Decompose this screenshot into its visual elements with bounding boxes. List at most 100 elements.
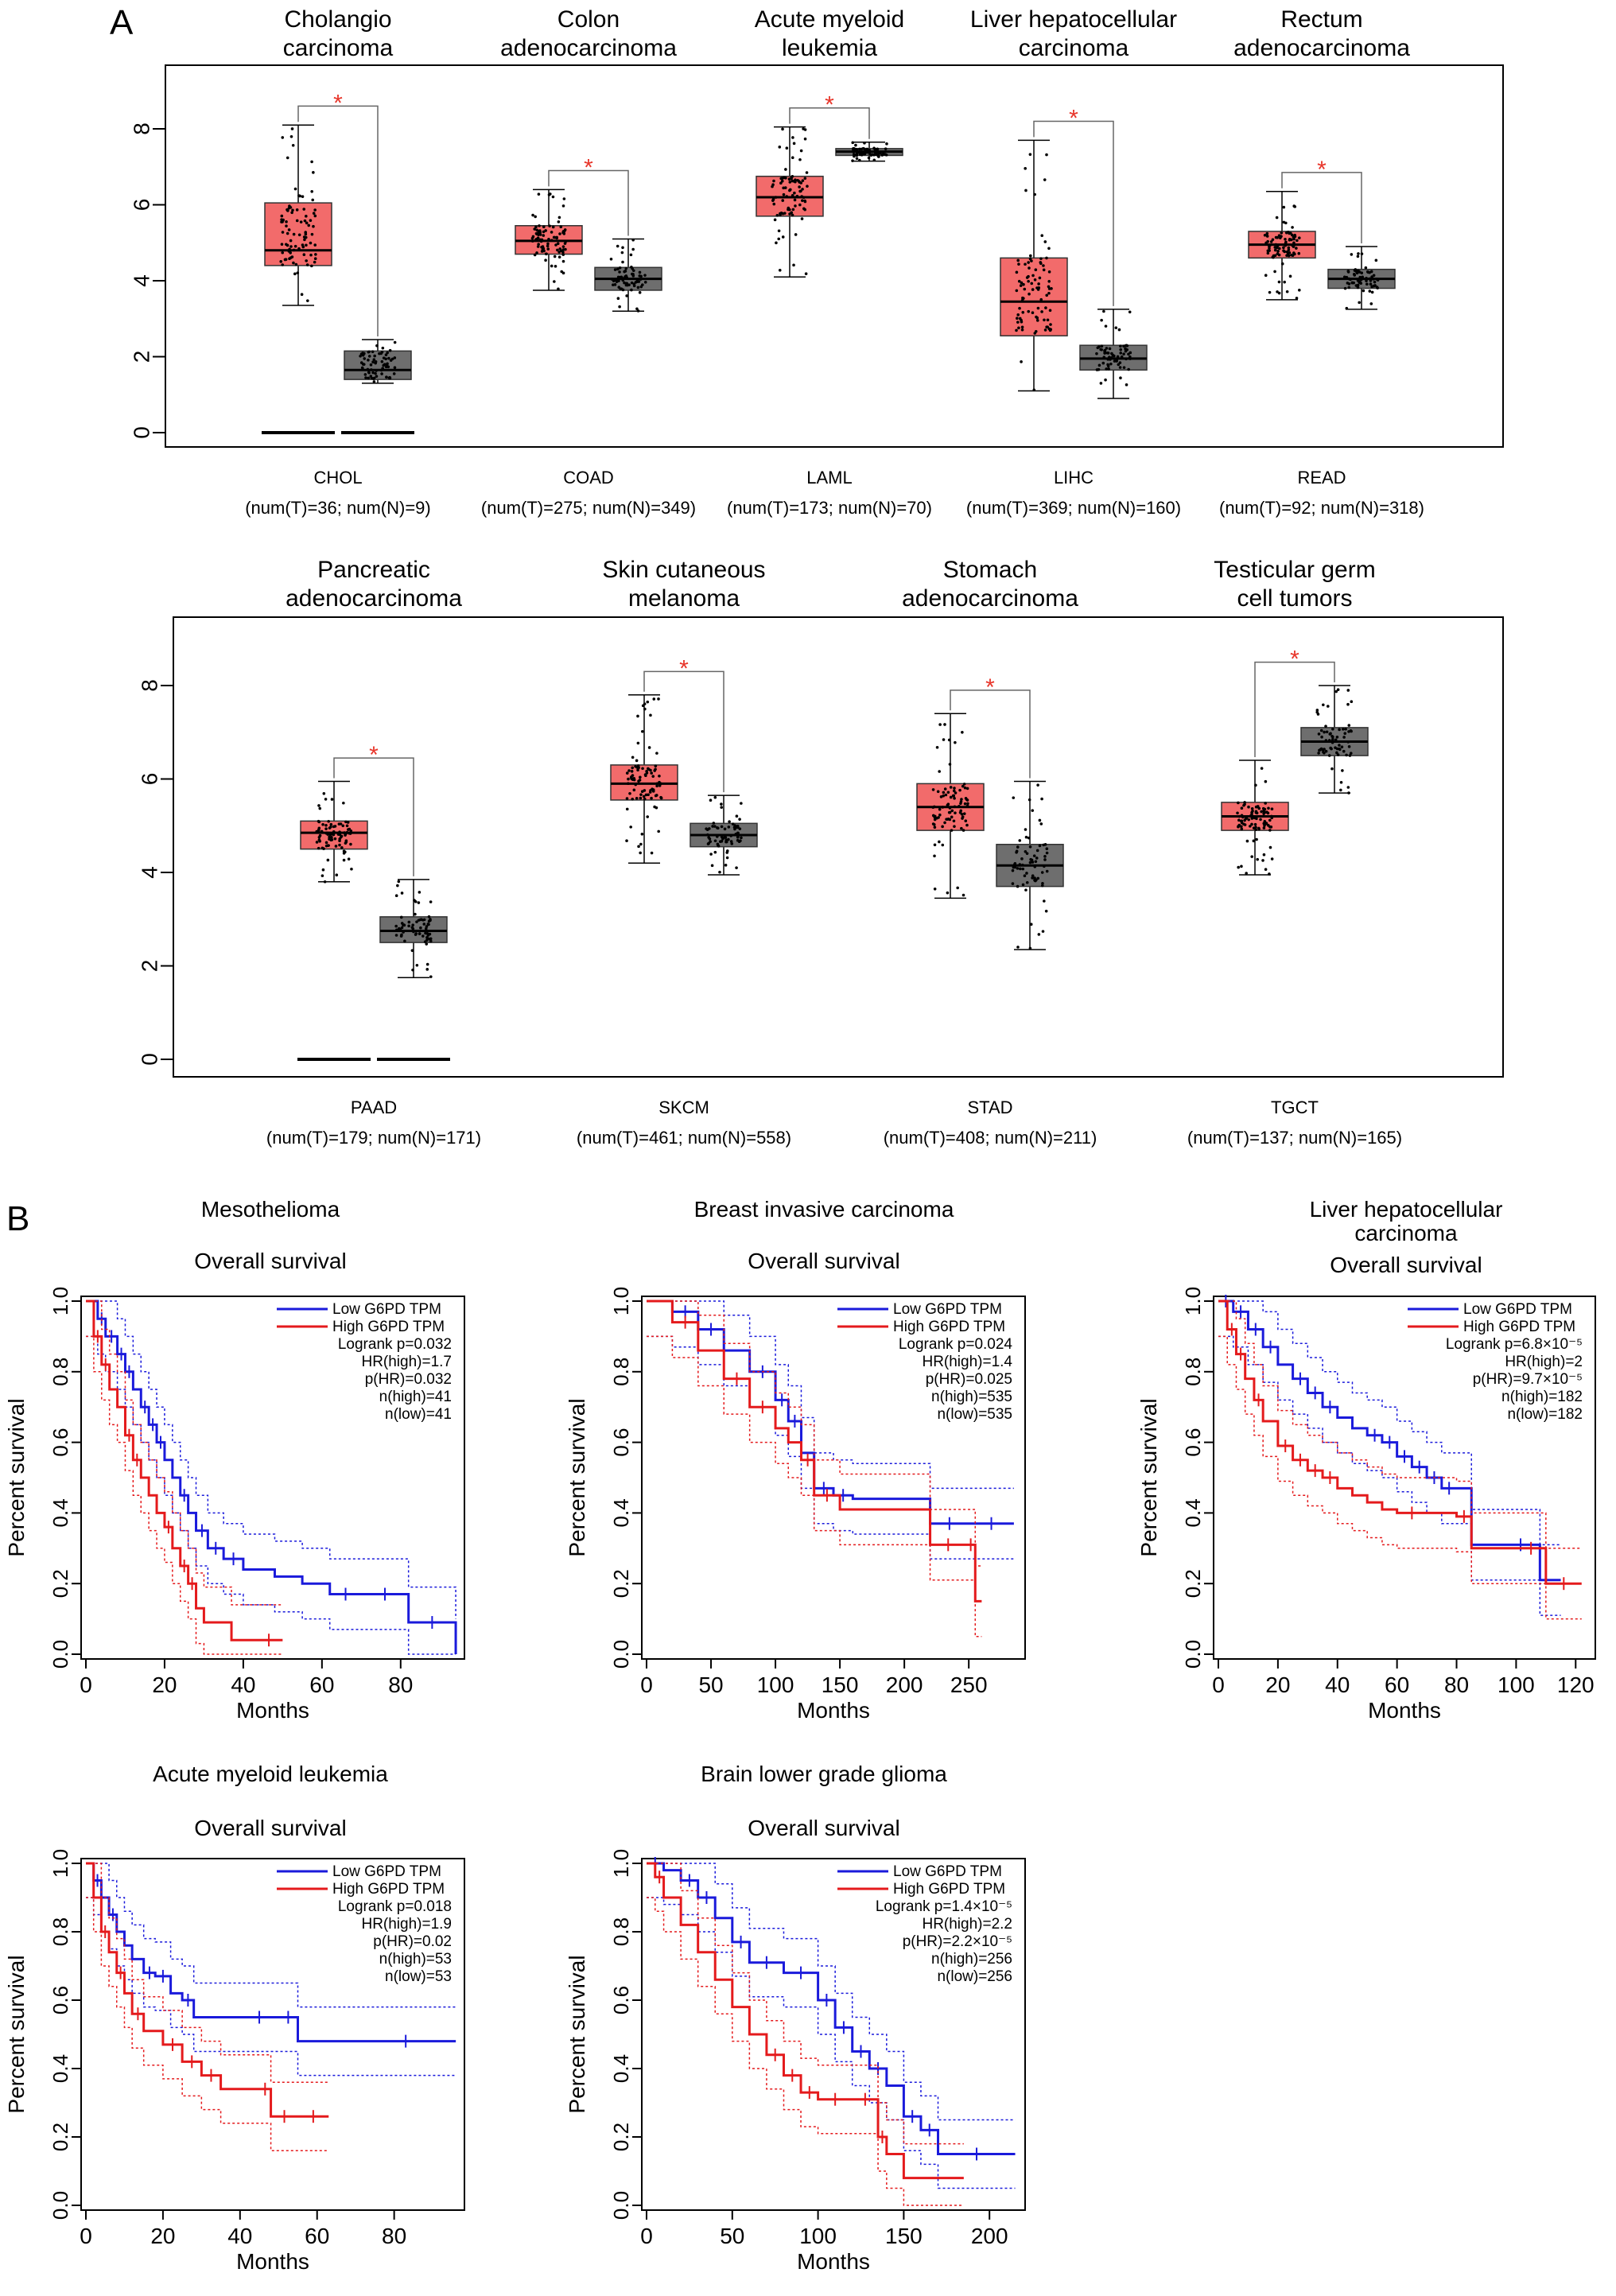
data-point [1348, 754, 1352, 757]
data-point [542, 234, 546, 237]
y-tick-label: 2 [130, 351, 154, 363]
x-axis-label: Months [1368, 1698, 1441, 1723]
data-point [950, 809, 954, 813]
data-point [865, 147, 869, 151]
low-g6pd-curve [1218, 1300, 1561, 1582]
data-point [386, 351, 389, 355]
x-tick-label: 20 [150, 2224, 175, 2248]
group-code: TGCT [1271, 1097, 1319, 1117]
data-point [1324, 725, 1327, 728]
data-point [411, 927, 415, 930]
data-point [963, 802, 967, 806]
data-point [948, 763, 952, 766]
data-point [535, 251, 538, 254]
data-point [1047, 279, 1051, 283]
data-point [1276, 252, 1280, 255]
data-point [1021, 310, 1025, 314]
data-point [310, 160, 313, 164]
data-point [1027, 279, 1030, 283]
data-point [777, 229, 781, 233]
data-point [1264, 822, 1268, 825]
data-point [953, 797, 956, 800]
data-point [636, 741, 640, 745]
y-tick-label: 0.0 [609, 1640, 633, 1669]
data-point [950, 815, 954, 819]
x-tick-label: 80 [388, 1672, 413, 1697]
data-point [1347, 724, 1351, 727]
ci-lower-line [647, 1897, 964, 2206]
data-point [618, 305, 621, 309]
data-point [347, 828, 350, 831]
tumor-points [1015, 153, 1053, 392]
ci-lower-line [86, 1335, 456, 1655]
data-point [1237, 818, 1241, 822]
data-point [1331, 737, 1334, 741]
data-point [1295, 247, 1298, 250]
data-point [1104, 378, 1107, 382]
data-point [380, 359, 384, 363]
data-point [634, 783, 638, 787]
data-point [281, 136, 285, 139]
data-point [961, 815, 965, 818]
data-point [720, 825, 724, 829]
data-point [639, 842, 643, 846]
y-tick-label: 0.4 [609, 2054, 633, 2083]
x-tick-label: 80 [382, 2224, 406, 2248]
data-point [803, 199, 806, 203]
data-point [863, 151, 867, 155]
plot-frame [165, 64, 1504, 448]
data-point [1365, 276, 1368, 280]
data-point [1245, 839, 1249, 843]
data-point [1030, 282, 1034, 286]
data-point [317, 804, 320, 807]
data-point [960, 812, 964, 816]
data-point [287, 228, 291, 231]
data-point [637, 280, 641, 283]
data-point [1342, 749, 1346, 753]
data-point [374, 361, 377, 365]
data-point [530, 236, 534, 240]
data-point [851, 159, 854, 162]
x-tick-label: 150 [885, 2224, 923, 2248]
data-point [1031, 288, 1035, 291]
data-point [949, 795, 953, 799]
data-point [338, 843, 341, 847]
data-point [641, 729, 644, 733]
data-point [1044, 306, 1047, 309]
normal-points [1342, 252, 1380, 310]
y-tick-label: 0.6 [609, 1986, 633, 2014]
data-point [328, 833, 332, 837]
data-point [330, 838, 334, 841]
group-title: adenocarcinoma [1233, 35, 1410, 61]
data-point [387, 365, 390, 369]
significance-bracket [548, 169, 629, 236]
data-point [294, 262, 298, 266]
data-point [1043, 864, 1046, 868]
high-g6pd-curve [86, 1862, 329, 2118]
normal-points [1315, 688, 1354, 794]
data-point [317, 846, 320, 850]
data-point [654, 764, 658, 768]
data-point [1347, 791, 1350, 794]
x-tick-label: 100 [799, 2224, 837, 2248]
data-point [961, 893, 965, 897]
data-point [643, 702, 647, 705]
data-point [1028, 845, 1032, 849]
data-point [1260, 810, 1263, 814]
data-point [556, 242, 560, 246]
stats-line: p(HR)=2.2×10⁻⁵ [903, 1933, 1012, 1950]
data-point [1270, 807, 1274, 811]
data-point [787, 177, 791, 181]
group-title: adenocarcinoma [286, 585, 462, 612]
data-point [1250, 855, 1253, 858]
data-point [534, 231, 538, 235]
data-point [780, 179, 784, 183]
low-g6pd-curve [647, 1862, 1016, 2155]
data-point [1118, 361, 1122, 364]
data-point [1339, 788, 1342, 792]
data-point [620, 251, 624, 254]
data-point [427, 915, 431, 919]
data-point [313, 214, 317, 218]
data-point [618, 266, 622, 270]
